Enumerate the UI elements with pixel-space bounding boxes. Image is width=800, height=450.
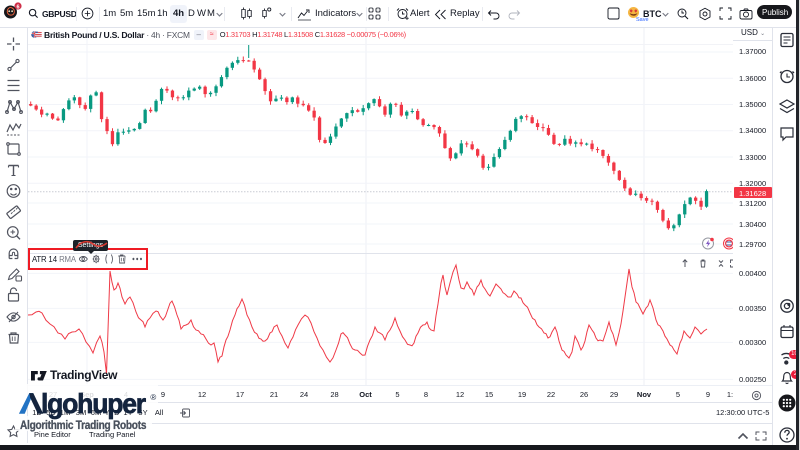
svg-text:6: 6	[16, 4, 19, 10]
